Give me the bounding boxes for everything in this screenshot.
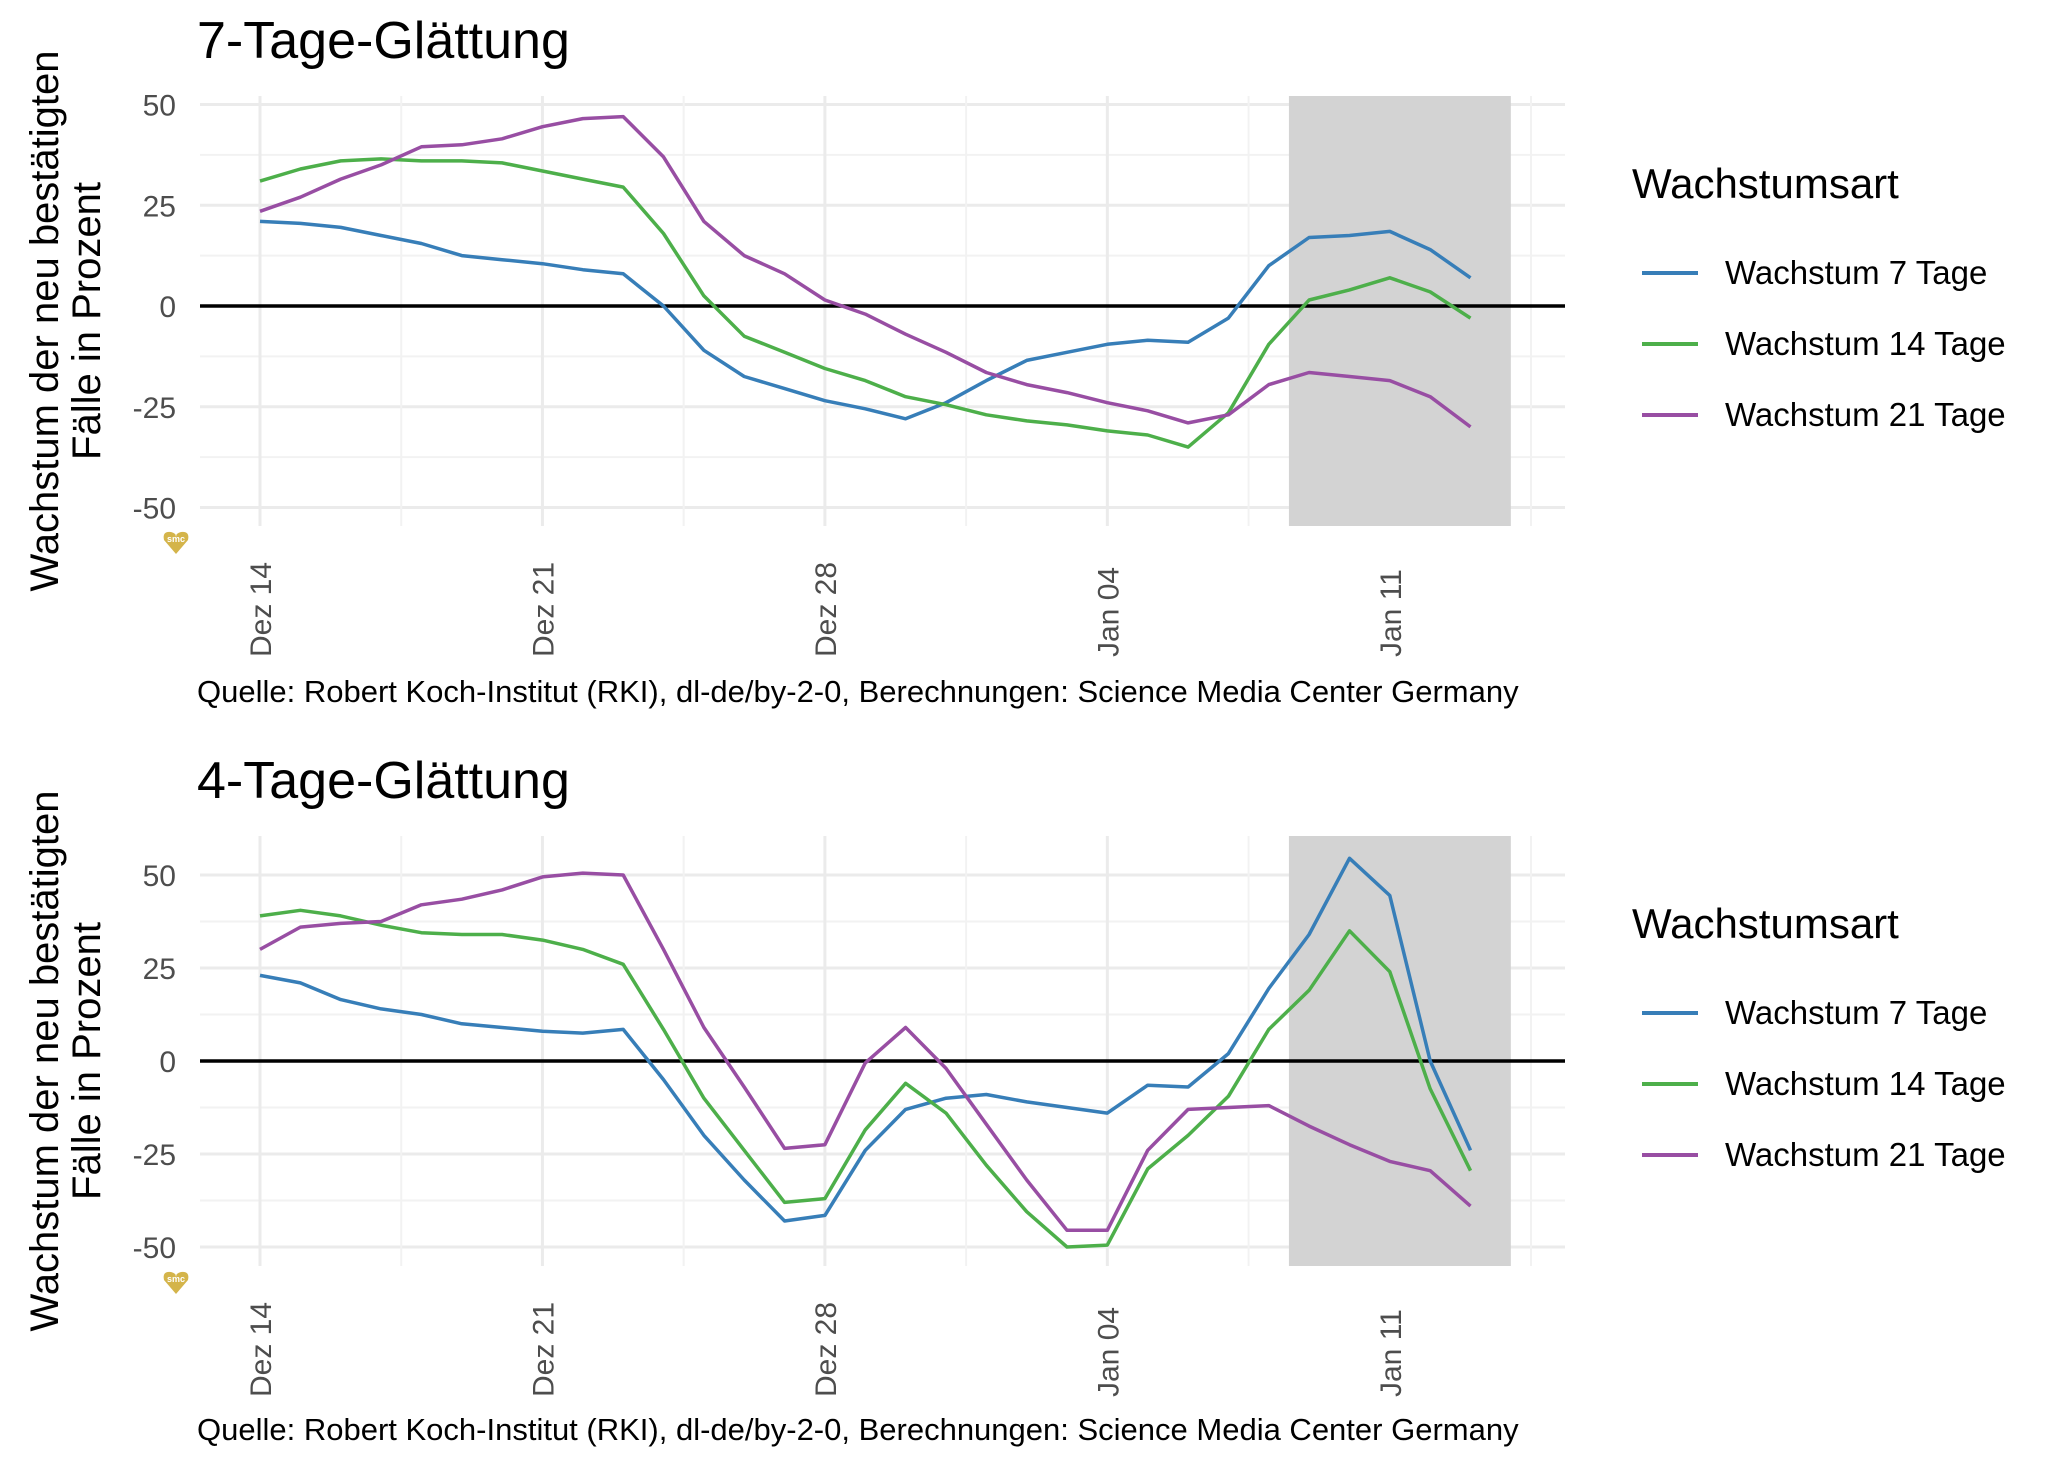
legend-item-label: Wachstum 14 Tage	[1725, 325, 2006, 362]
legend-item-label: Wachstum 7 Tage	[1725, 994, 1987, 1031]
x-tick-label: Dez 21	[527, 562, 560, 657]
y-tick-label: 50	[143, 860, 176, 893]
smc-logo-icon: smc	[163, 1271, 189, 1294]
legend-title: Wachstumsart	[1632, 900, 1899, 947]
smc-heart-shape	[163, 531, 189, 554]
x-tick-label: Jan 04	[1092, 1307, 1125, 1397]
series-line-1	[259, 856, 1473, 1223]
y-axis-label-line: Wachstum der neu bestätigten	[23, 790, 67, 1331]
chart-title: 7-Tage-Glättung	[197, 12, 570, 70]
caption: Quelle: Robert Koch-Institut (RKI), dl-d…	[197, 674, 1519, 709]
y-tick-label: 25	[143, 190, 176, 223]
chart-panel-2: 4-Tage-Glättung 50 25 0 -25 -50 Dez 14 Dez 21 De…	[23, 752, 2006, 1447]
x-tick-label: Dez 21	[527, 1302, 560, 1397]
shaded-region	[1288, 96, 1511, 526]
x-tick-label: Jan 04	[1092, 567, 1125, 657]
y-tick-label: 50	[143, 90, 176, 123]
x-tick-label: Jan 11	[1375, 1309, 1408, 1397]
y-tick-label: -25	[133, 1139, 176, 1172]
legend-item-label: Wachstum 14 Tage	[1725, 1065, 2006, 1102]
legend-item-label: Wachstum 21 Tage	[1725, 396, 2006, 433]
y-tick-label: -25	[133, 392, 176, 425]
chart-title: 4-Tage-Glättung	[197, 752, 570, 810]
series-line-2	[259, 157, 1472, 449]
legend-item-label: Wachstum 7 Tage	[1725, 254, 1987, 291]
y-tick-label: 25	[143, 953, 176, 986]
caption: Quelle: Robert Koch-Institut (RKI), dl-d…	[197, 1412, 1519, 1447]
legend-item-label: Wachstum 21 Tage	[1725, 1136, 2006, 1173]
series-line-3	[259, 871, 1472, 1233]
y-tick-label: 0	[159, 291, 176, 324]
smc-heart-shape	[163, 1271, 189, 1294]
x-tick-label: Dez 14	[245, 1302, 278, 1397]
y-axis-label-line: Fälle in Prozent	[65, 182, 109, 460]
y-tick-label: -50	[133, 493, 176, 526]
legend: Wachstumsart Wachstum 7 Tage Wachstum 14 T…	[1632, 900, 2006, 1173]
smc-logo-icon: smc	[163, 531, 189, 554]
shaded-region	[1288, 836, 1511, 1266]
legend-title: Wachstumsart	[1632, 160, 1899, 207]
x-tick-label: Dez 14	[245, 562, 278, 657]
smc-logo-text: smc	[167, 534, 185, 544]
series-line-2	[259, 908, 1473, 1249]
y-axis-label-line: Fälle in Prozent	[65, 922, 109, 1200]
smc-logo-text: smc	[167, 1274, 185, 1284]
y-tick-label: 0	[159, 1046, 176, 1079]
x-tick-label: Dez 28	[810, 1302, 843, 1397]
series-line-1	[259, 219, 1472, 421]
y-axis-label-line: Wachstum der neu bestätigten	[23, 50, 67, 591]
x-tick-label: Jan 11	[1375, 569, 1408, 657]
y-tick-label: -50	[133, 1232, 176, 1265]
x-tick-label: Dez 28	[810, 562, 843, 657]
series-line-3	[259, 114, 1472, 429]
legend: Wachstumsart Wachstum 7 Tage Wachstum 14 T…	[1632, 160, 2006, 433]
chart-panel-1: 7-Tage-Glättung 50 25 0 -25 -50 Dez 14 Dez 21 De…	[23, 12, 2006, 709]
